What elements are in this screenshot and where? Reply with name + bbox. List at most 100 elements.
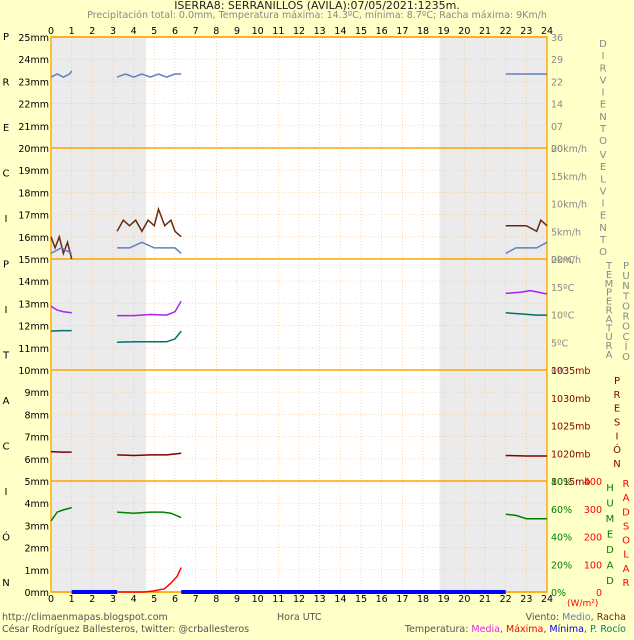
dir-viento-label: E bbox=[600, 100, 606, 111]
temperatura-label: A bbox=[606, 314, 613, 325]
precip-tick-label: 13mm bbox=[18, 299, 49, 310]
vel-viento-label: I bbox=[602, 199, 605, 210]
temperatura-label: M bbox=[605, 279, 614, 290]
temperatura-label: P bbox=[606, 288, 612, 299]
x-tick-label-top: 18 bbox=[417, 26, 429, 37]
punto-rocio-label: O bbox=[622, 352, 630, 363]
left-label-letter: P bbox=[3, 259, 9, 270]
precip-tick-label: 7mm bbox=[24, 433, 49, 444]
x-tick-label-bottom: 17 bbox=[396, 594, 408, 605]
legend-temp-minima: Mínima bbox=[549, 624, 584, 635]
x-tick-label-top: 11 bbox=[272, 26, 284, 37]
left-label-letter: Ó bbox=[2, 530, 10, 543]
x-tick-label-bottom: 19 bbox=[438, 594, 450, 605]
left-label-letter: C bbox=[3, 168, 10, 179]
precip-tick-label: 3mm bbox=[24, 521, 49, 532]
temperatura-label: T bbox=[605, 261, 613, 272]
x-tick-label-top: 9 bbox=[234, 26, 240, 37]
precip-tick-label: 22mm bbox=[18, 100, 49, 111]
x-tick-label-top: 12 bbox=[293, 26, 305, 37]
x-tick-label-bottom: 12 bbox=[293, 594, 305, 605]
dir-viento-label: R bbox=[600, 63, 607, 74]
humidity-tick: 40% bbox=[551, 533, 572, 544]
temperatura-label: A bbox=[606, 350, 613, 361]
rad-solar-label: A bbox=[623, 493, 630, 504]
temperatura-label: U bbox=[605, 332, 612, 343]
solar-tick: 400 bbox=[584, 477, 602, 488]
vel-viento-label: V bbox=[600, 186, 607, 197]
temperatura-label: E bbox=[606, 297, 612, 308]
punto-rocio-label: R bbox=[623, 312, 630, 323]
punto-rocio-label: C bbox=[623, 332, 630, 343]
pressure-tick: 1015mb bbox=[551, 477, 590, 488]
temp-tick: 5ºC bbox=[551, 338, 569, 349]
x-tick-label-top: 4 bbox=[131, 26, 137, 37]
rad-solar-label: R bbox=[623, 578, 630, 589]
wind-speed-tick: 20km/h bbox=[551, 144, 587, 155]
legend-temp-rocio: P. Rocío bbox=[590, 624, 626, 635]
series-p-roc-o bbox=[50, 329, 72, 332]
series-presi-n bbox=[117, 452, 182, 457]
humidity-tick: 60% bbox=[551, 505, 572, 516]
x-tick-label-top: 2 bbox=[89, 26, 95, 37]
author-credit: César Rodríguez Ballesteros, twitter: @c… bbox=[2, 624, 250, 635]
precip-tick-label: 11mm bbox=[18, 344, 49, 355]
vel-viento-label: N bbox=[599, 223, 606, 234]
x-tick-label-top: 8 bbox=[213, 26, 219, 37]
series-media bbox=[50, 305, 72, 314]
dir-viento-label: N bbox=[599, 112, 606, 123]
temperatura-label: R bbox=[606, 306, 613, 317]
x-tick-label-top: 16 bbox=[376, 26, 388, 37]
temp-tick: 0ºC bbox=[551, 366, 569, 377]
precip-tick-label: 17mm bbox=[18, 211, 49, 222]
x-tick-label-bottom: 24 bbox=[541, 594, 553, 605]
legend-temp-media: Media bbox=[471, 624, 500, 635]
precip-tick-label: 14mm bbox=[18, 277, 49, 288]
solar-tick: 0 bbox=[596, 588, 602, 599]
rad-solar-label: R bbox=[623, 479, 630, 490]
vel-viento-label: E bbox=[600, 162, 606, 173]
pressure-tick: 1025mb bbox=[551, 422, 590, 433]
x-tick-label-bottom: 7 bbox=[193, 594, 199, 605]
precip-tick-label: 21mm bbox=[18, 122, 49, 133]
temperature-legend: Temperatura: Media, Máxima, Mínima, P. R… bbox=[404, 624, 626, 635]
precip-tick-label: 20mm bbox=[18, 144, 49, 155]
humidity-tick: 80% bbox=[551, 477, 572, 488]
x-tick-label-bottom: 16 bbox=[376, 594, 388, 605]
presion-label: Ó bbox=[613, 443, 621, 456]
vel-viento-label: T bbox=[599, 235, 607, 246]
blog-url: http://climaenmapas.blogspot.com bbox=[2, 612, 168, 623]
dir-viento-label: T bbox=[599, 124, 607, 135]
precip-tick-label: 5mm bbox=[24, 477, 49, 488]
dir-viento-label: O bbox=[599, 136, 607, 147]
wind-speed-tick: 10km/h bbox=[551, 200, 587, 211]
punto-rocio-label: P bbox=[623, 261, 629, 272]
precip-tick-label: 6mm bbox=[24, 455, 49, 466]
x-tick-label-bottom: 4 bbox=[131, 594, 137, 605]
series-direcci-n bbox=[50, 70, 73, 78]
dir-viento-label: D bbox=[599, 39, 607, 50]
wind-legend: Viento: Medio, Racha bbox=[525, 612, 626, 623]
x-tick-label-top: 23 bbox=[520, 26, 532, 37]
vel-viento-label: V bbox=[600, 150, 607, 161]
precip-tick-label: 1mm bbox=[24, 566, 49, 577]
wind-speed-tick: 0km/h bbox=[551, 255, 581, 266]
precip-tick-label: 9mm bbox=[24, 388, 49, 399]
x-tick-label-bottom: 6 bbox=[172, 594, 178, 605]
presion-label: E bbox=[614, 404, 620, 415]
humedad-label: D bbox=[606, 576, 614, 587]
left-label-letter: I bbox=[5, 305, 8, 316]
wind-dir-tick: 22 bbox=[551, 77, 563, 88]
temp-tick: 15ºC bbox=[551, 283, 575, 294]
series-racha bbox=[50, 234, 73, 260]
vel-viento-label: L bbox=[600, 174, 606, 185]
wind-speed-tick: 5km/h bbox=[551, 227, 581, 238]
wind-dir-tick: 29 bbox=[551, 55, 563, 66]
punto-rocio-label: O bbox=[622, 301, 630, 312]
punto-rocio-label: Í bbox=[625, 340, 628, 353]
x-tick-label-top: 20 bbox=[458, 26, 470, 37]
humedad-label: D bbox=[606, 545, 614, 556]
left-label-letter: P bbox=[3, 32, 9, 43]
x-tick-label-top: 21 bbox=[479, 26, 491, 37]
vel-viento-label: O bbox=[599, 247, 607, 258]
